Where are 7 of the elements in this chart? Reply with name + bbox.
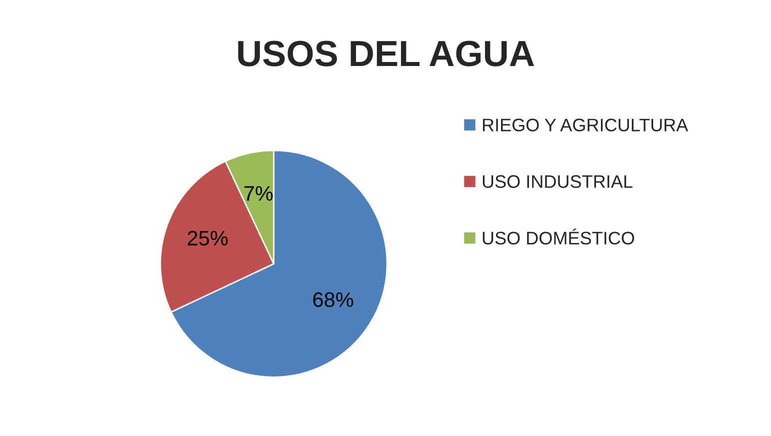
data-label: 25% [188,230,228,246]
legend-label: RIEGO Y AGRICULTURA [482,118,688,132]
legend-label: USO DOMÉSTICO [482,228,634,245]
chart-title: USOS DEL AGUA [238,40,534,66]
legend-label: USO INDUSTRIAL [482,175,632,188]
data-label: 68% [313,292,354,308]
data-label: 7% [244,186,273,201]
